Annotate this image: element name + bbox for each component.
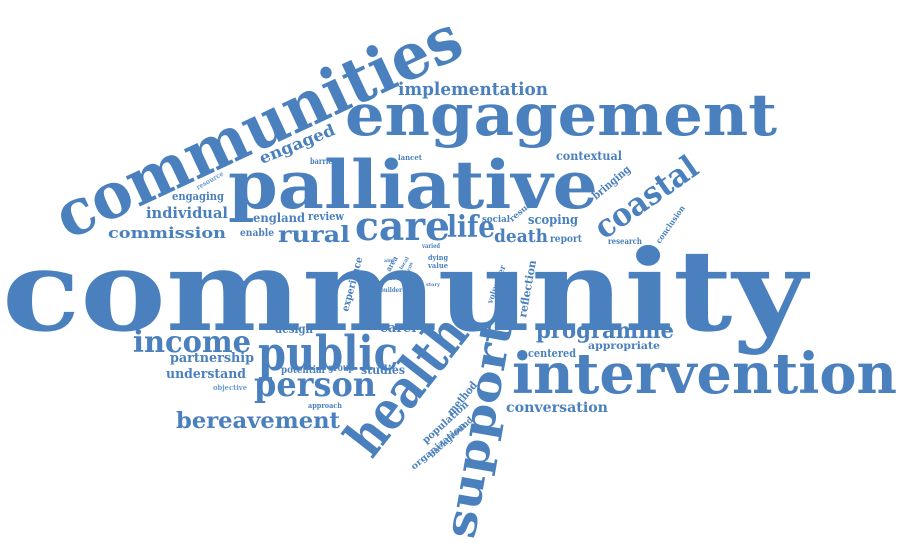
word-story: story xyxy=(426,282,441,288)
word-contextual: contextual xyxy=(556,149,622,163)
word-engaging: engaging xyxy=(172,190,224,203)
word-need: need xyxy=(388,273,404,282)
word-conversation: conversation xyxy=(506,400,608,416)
word-centered: centered xyxy=(528,347,576,360)
word-partnership: partnership xyxy=(170,351,254,366)
word-studies: studies xyxy=(361,363,405,377)
word-commission: commission xyxy=(108,224,226,242)
word-england: england xyxy=(253,211,306,225)
word-group: group xyxy=(328,363,354,374)
word-builder: builder xyxy=(380,287,403,294)
word-scoping: scoping xyxy=(528,213,578,228)
word-aim: aim xyxy=(384,258,395,264)
word-review: review xyxy=(308,210,344,223)
word-carer: carer xyxy=(380,321,418,336)
word-engagement: engagement xyxy=(345,81,777,149)
word-research: research xyxy=(608,236,642,246)
word-death: death xyxy=(494,226,548,247)
word-potential: potential xyxy=(281,365,325,376)
word-public: public xyxy=(258,326,398,382)
word-rural: rural xyxy=(278,222,350,248)
word-report: report xyxy=(550,234,582,245)
word-understand: understand xyxy=(166,367,246,382)
word-palliative: palliative xyxy=(228,146,598,224)
word-programme: programme xyxy=(536,318,674,344)
word-appropriate: appropriate xyxy=(588,341,660,352)
word-individual: individual xyxy=(146,204,228,222)
word-person: person xyxy=(254,365,376,405)
word-community: community xyxy=(2,226,810,357)
word-value: value xyxy=(427,261,448,270)
word-focus: focus xyxy=(404,261,414,276)
word-social: social xyxy=(482,215,511,225)
word-gain: gain xyxy=(410,284,422,290)
word-barrier: barrier xyxy=(310,156,337,166)
word-intervention: intervention xyxy=(512,341,897,407)
word-implementation: implementation xyxy=(398,79,548,100)
word-bereavement: bereavement xyxy=(176,408,341,434)
word-enable: enable xyxy=(240,228,274,239)
word-income: income xyxy=(133,325,251,360)
word-life: life xyxy=(447,210,495,245)
word-approach: approach xyxy=(308,401,342,410)
word-lancet: lancet xyxy=(398,153,423,162)
word-care: care xyxy=(355,203,450,250)
word-objective: objective xyxy=(213,383,248,392)
word-design: design xyxy=(275,322,313,336)
word-varied: varied xyxy=(421,243,441,250)
word-dying: dying xyxy=(428,253,448,262)
